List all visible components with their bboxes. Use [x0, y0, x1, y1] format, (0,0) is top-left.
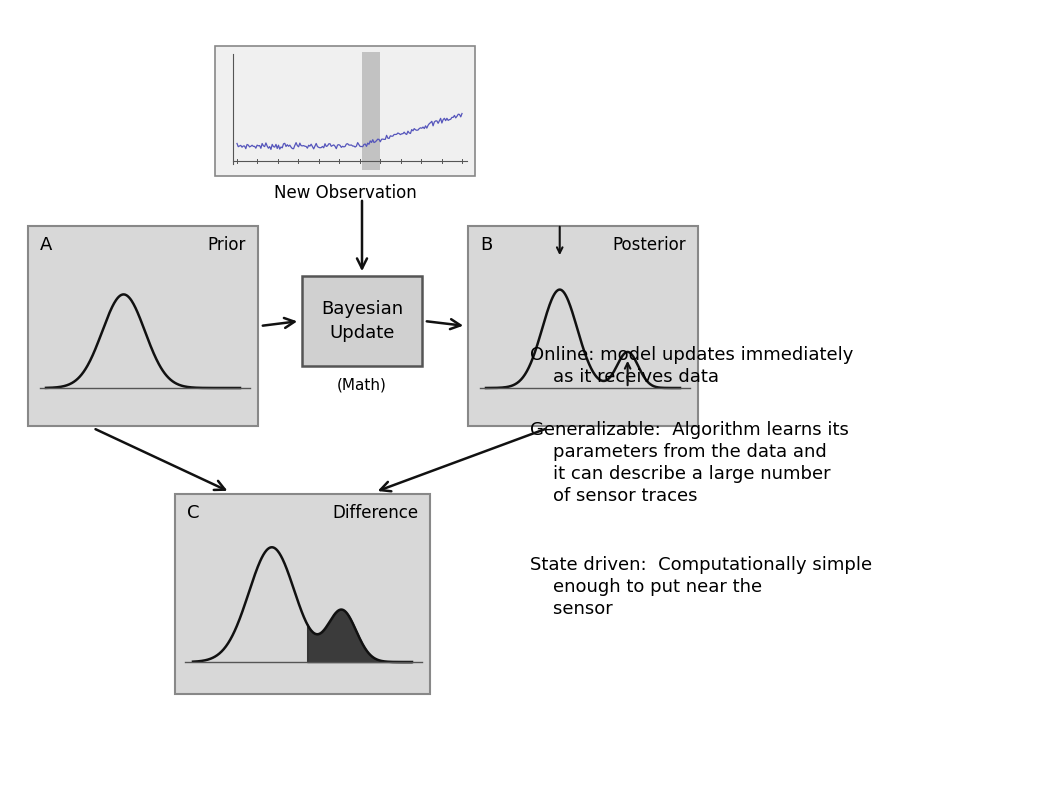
Text: State driven:  Computationally simple: State driven: Computationally simple [530, 556, 872, 574]
Text: parameters from the data and: parameters from the data and [530, 443, 827, 461]
FancyBboxPatch shape [468, 226, 698, 426]
Text: Bayesian
Update: Bayesian Update [321, 299, 403, 342]
Text: Posterior: Posterior [612, 236, 686, 254]
Text: Difference: Difference [332, 504, 418, 522]
Text: New Observation: New Observation [274, 184, 416, 202]
FancyBboxPatch shape [215, 46, 475, 176]
Text: Prior: Prior [207, 236, 246, 254]
Text: Online: model updates immediately: Online: model updates immediately [530, 346, 853, 364]
Text: enough to put near the: enough to put near the [530, 578, 762, 596]
Text: as it receives data: as it receives data [530, 368, 719, 386]
FancyBboxPatch shape [27, 226, 258, 426]
Text: A: A [40, 236, 53, 254]
Text: it can describe a large number: it can describe a large number [530, 465, 831, 483]
Text: C: C [187, 504, 200, 522]
Text: sensor: sensor [530, 600, 613, 618]
FancyBboxPatch shape [302, 276, 422, 366]
Text: (Math): (Math) [337, 378, 387, 393]
FancyBboxPatch shape [175, 494, 430, 694]
Bar [361, 52, 379, 170]
Text: Generalizable:  Algorithm learns its: Generalizable: Algorithm learns its [530, 421, 849, 439]
Text: B: B [480, 236, 493, 254]
Text: of sensor traces: of sensor traces [530, 487, 698, 505]
